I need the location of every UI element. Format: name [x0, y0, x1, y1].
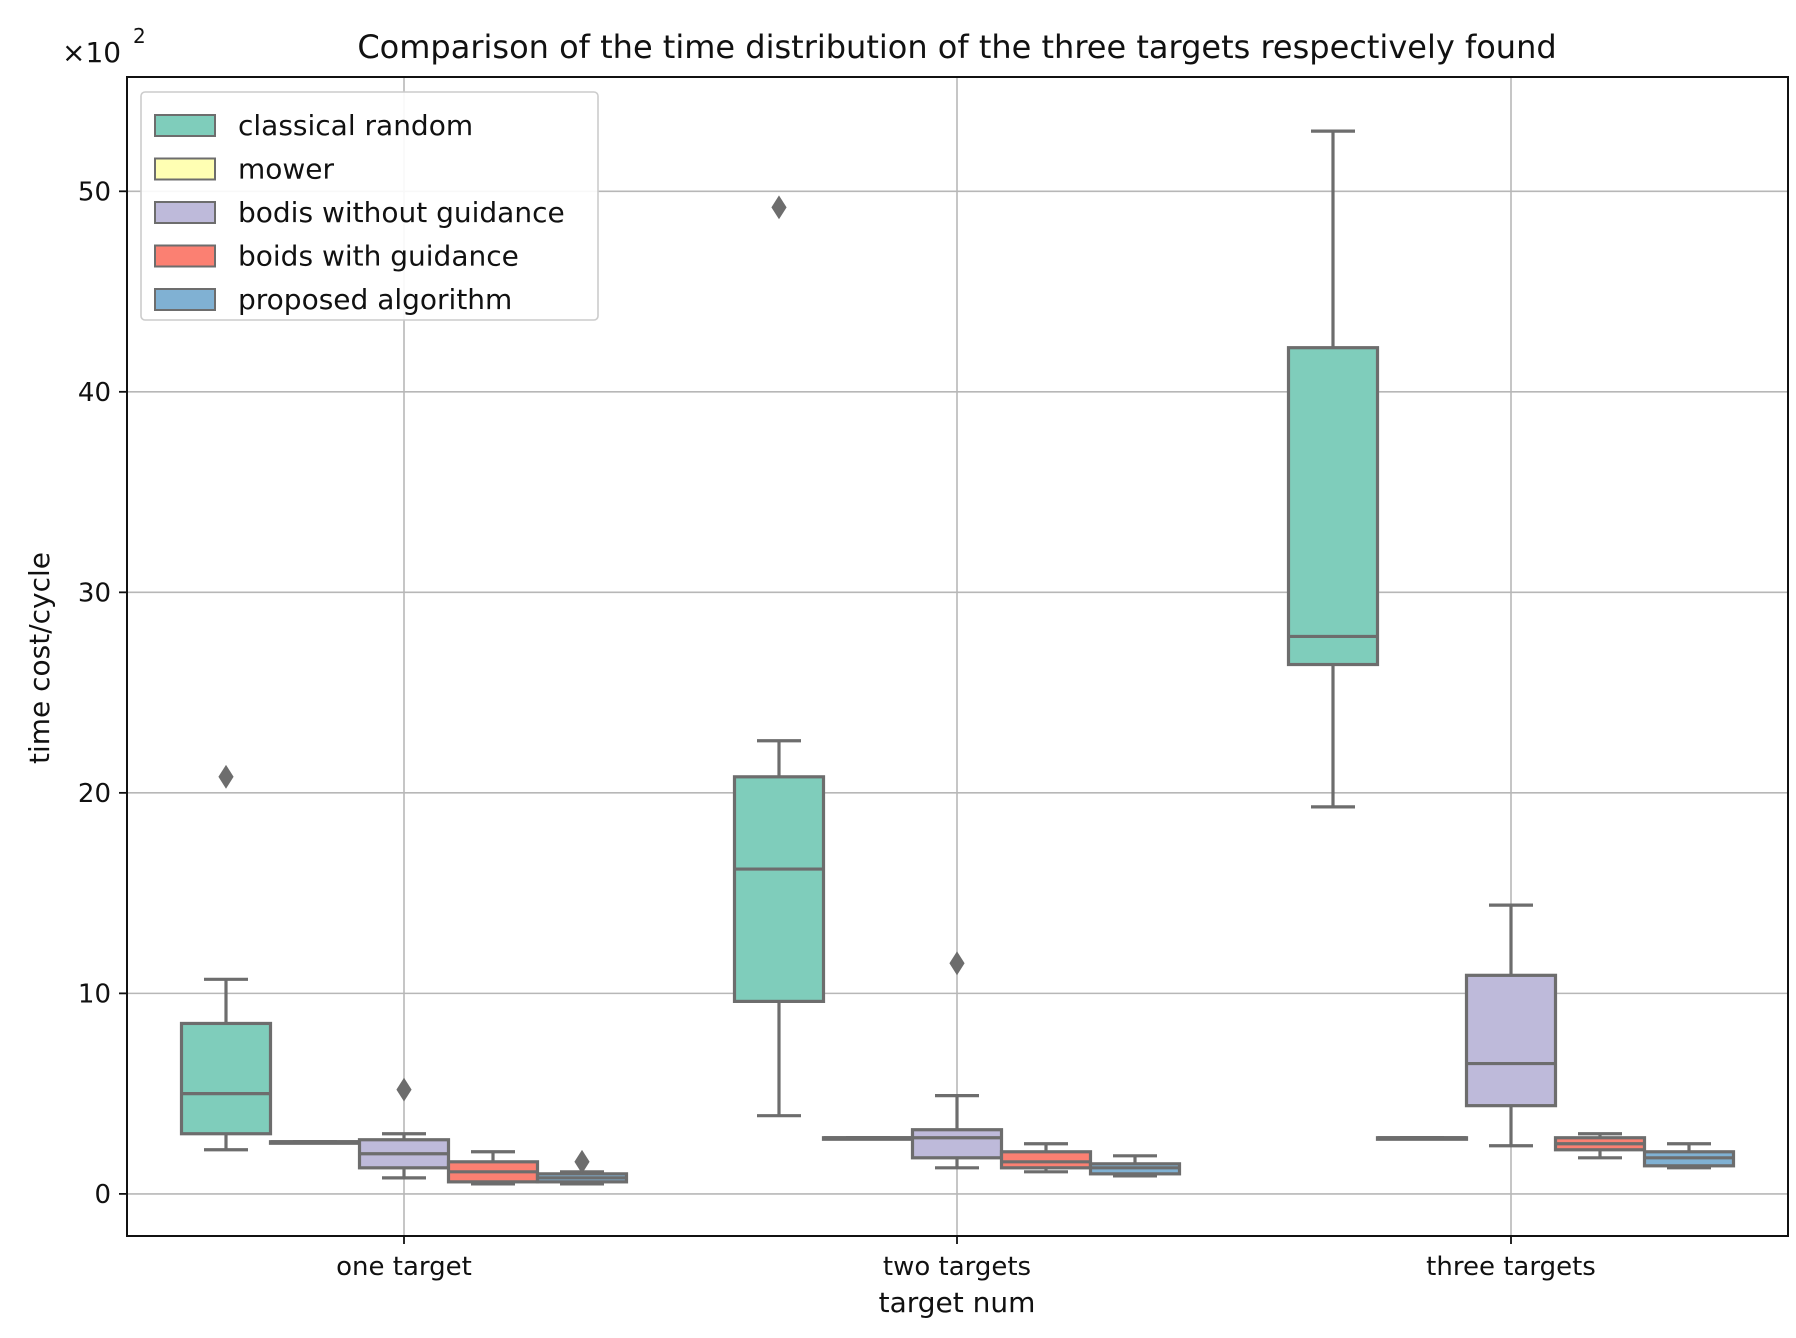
box-group: [999, 1142, 1093, 1174]
legend-swatch: [154, 157, 216, 181]
x-tick-label: three targets: [1426, 1252, 1596, 1282]
box-group: [268, 1140, 362, 1145]
legend-swatch: [154, 244, 216, 268]
outlier-marker: [218, 764, 234, 789]
box-group: [910, 951, 1004, 1170]
chart-title: Comparison of the time distribution of t…: [357, 28, 1556, 66]
legend: classical random mower bodis without guida…: [140, 91, 599, 321]
plot-area: [179, 129, 1736, 1186]
box: [999, 1150, 1093, 1170]
legend-label: boids with guidance: [238, 240, 519, 273]
box-group: [446, 1150, 540, 1186]
x-axis-label: target num: [879, 1286, 1036, 1319]
box-group: [535, 1149, 629, 1186]
box: [179, 1021, 273, 1136]
x-tick-label: two targets: [883, 1252, 1031, 1282]
y-tick-label: 30: [78, 578, 111, 608]
legend-swatch: [154, 114, 216, 137]
outlier-marker: [949, 951, 965, 976]
y-tick-label: 20: [78, 779, 111, 809]
box-group: [1464, 903, 1558, 1148]
box: [732, 775, 826, 1003]
y-tick-label: 0: [94, 1180, 111, 1210]
box: [1464, 973, 1558, 1108]
outlier-marker: [396, 1077, 412, 1102]
legend-label: mower: [238, 153, 335, 186]
outlier-marker: [574, 1149, 590, 1174]
box-group: [179, 764, 273, 1152]
box-group: [1375, 1136, 1469, 1141]
legend-label: bodis without guidance: [238, 196, 565, 229]
y-axis-scale-label: ×10: [62, 36, 121, 69]
y-tick-label: 50: [78, 177, 111, 207]
y-axis-label: time cost/cycle: [23, 552, 56, 764]
box-group: [357, 1077, 451, 1180]
box-group: [1286, 129, 1380, 809]
y-axis-scale-exponent: 2: [133, 24, 146, 48]
box-group: [1088, 1154, 1182, 1178]
legend-swatch: [154, 288, 216, 311]
box: [910, 1128, 1004, 1160]
box: [1286, 346, 1380, 667]
legend-label: proposed algorithm: [238, 283, 512, 316]
box-group: [1642, 1142, 1736, 1170]
legend-label: classical random: [238, 109, 473, 142]
legend-swatch: [154, 201, 216, 224]
y-tick-label: 10: [78, 979, 111, 1009]
x-tick-label: one target: [336, 1252, 472, 1282]
legend-frame: [140, 91, 599, 321]
axes: 0 10 20 30 40 50 one target two targets three ta…: [78, 76, 1789, 1282]
y-tick-label: 40: [78, 378, 111, 408]
box-group: [732, 195, 826, 1118]
box-group: [1553, 1132, 1647, 1160]
box-group: [821, 1136, 915, 1141]
outlier-marker: [771, 195, 787, 220]
